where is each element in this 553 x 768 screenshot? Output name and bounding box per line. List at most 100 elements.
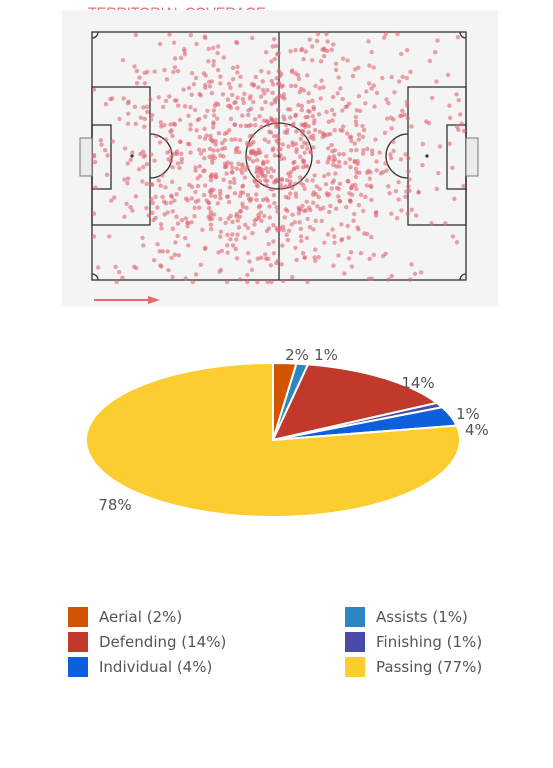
- touch-dot: [404, 75, 409, 81]
- touch-dot: [228, 213, 233, 219]
- touch-dot: [364, 183, 369, 188]
- touch-dot: [304, 199, 309, 204]
- touch-dot: [289, 83, 294, 89]
- touch-dot: [91, 154, 97, 159]
- touch-dot: [122, 146, 128, 151]
- touch-dot: [238, 74, 243, 80]
- touch-dot: [165, 249, 170, 254]
- touch-dot: [330, 94, 336, 100]
- touch-dot: [313, 247, 318, 252]
- touch-dot: [232, 100, 237, 106]
- pie-label-defending: 14%: [401, 374, 434, 392]
- pie-label-finishing: 1%: [456, 405, 480, 423]
- touch-dot: [409, 262, 414, 267]
- touch-dot: [215, 67, 221, 73]
- touch-dot: [299, 47, 304, 53]
- touch-dot: [370, 148, 375, 153]
- touch-dot: [369, 234, 374, 240]
- touch-dot: [361, 208, 366, 214]
- touch-dot: [356, 137, 361, 142]
- touch-dot: [374, 159, 379, 164]
- touch-dot: [172, 198, 177, 203]
- touch-dot: [177, 186, 182, 191]
- touch-dot: [185, 141, 191, 146]
- touch-dot: [193, 189, 198, 195]
- touch-dot: [252, 117, 258, 122]
- touch-dot: [227, 103, 233, 109]
- touch-dot: [279, 177, 284, 183]
- touch-dot: [103, 101, 109, 107]
- touch-dot: [175, 161, 180, 166]
- touch-dot: [365, 146, 370, 152]
- touch-dot: [132, 104, 138, 110]
- touch-dot: [386, 184, 391, 189]
- touch-dot: [255, 174, 261, 179]
- touch-dot: [333, 171, 338, 176]
- touch-dot: [197, 205, 202, 210]
- touch-dot: [157, 140, 163, 145]
- touch-dot: [321, 205, 326, 211]
- touch-dot: [243, 167, 248, 172]
- touch-dot: [235, 95, 240, 100]
- touch-dot: [298, 226, 304, 232]
- touch-dot: [303, 121, 308, 127]
- touch-dot: [354, 122, 359, 128]
- touch-dot: [361, 127, 367, 133]
- touch-dot: [156, 178, 161, 183]
- touch-dot: [182, 104, 188, 109]
- touch-dot: [265, 159, 270, 164]
- touch-dot: [301, 208, 307, 213]
- touch-dot: [145, 69, 150, 75]
- touch-dot: [280, 83, 285, 88]
- touch-dot: [220, 140, 225, 146]
- touch-dot: [276, 147, 281, 152]
- touch-dot: [153, 215, 158, 221]
- touch-dot: [202, 156, 207, 161]
- touch-dot: [244, 155, 249, 160]
- touch-dot: [333, 67, 339, 73]
- touch-dot: [348, 250, 354, 255]
- touch-dot: [340, 96, 345, 102]
- touch-dot: [178, 139, 183, 145]
- touch-dot: [218, 216, 223, 222]
- touch-dot: [175, 233, 180, 239]
- touch-dot: [272, 36, 277, 42]
- territorial-coverage-pitch: [62, 10, 498, 306]
- touch-dot: [297, 90, 302, 95]
- touch-dot: [293, 71, 298, 76]
- legend-swatch-individual: [68, 657, 88, 677]
- touch-dot: [133, 194, 139, 199]
- legend-item-finishing: Finishing (1%): [345, 631, 482, 653]
- touch-dot: [179, 151, 184, 156]
- touch-dot: [296, 102, 301, 108]
- touch-dot: [326, 119, 332, 125]
- touch-dot: [371, 252, 376, 257]
- touch-dot: [107, 234, 112, 239]
- touch-dot: [331, 154, 337, 159]
- touch-dot: [424, 119, 429, 124]
- touch-dot: [258, 210, 263, 215]
- touch-dot: [268, 166, 274, 171]
- touch-dot: [304, 235, 310, 241]
- legend-swatch-defending: [68, 632, 88, 652]
- touch-dot: [150, 210, 155, 215]
- touch-dot: [195, 117, 200, 123]
- touch-dot: [165, 150, 170, 155]
- touch-dot: [125, 181, 130, 186]
- touch-dot: [175, 68, 181, 74]
- touch-dot: [290, 185, 295, 191]
- touch-dot: [334, 164, 339, 169]
- touch-dot: [293, 181, 298, 186]
- touch-dot: [272, 56, 277, 62]
- touch-dot: [149, 152, 154, 157]
- touch-dot: [255, 158, 260, 163]
- touch-dot: [408, 277, 413, 282]
- touch-dot: [158, 183, 163, 188]
- touch-dot: [298, 234, 304, 239]
- touch-dot: [234, 256, 240, 261]
- touch-dot: [169, 179, 175, 184]
- touch-dot: [356, 203, 362, 208]
- touch-dot: [188, 33, 194, 38]
- touch-dot: [218, 188, 223, 194]
- touch-dot: [238, 167, 244, 173]
